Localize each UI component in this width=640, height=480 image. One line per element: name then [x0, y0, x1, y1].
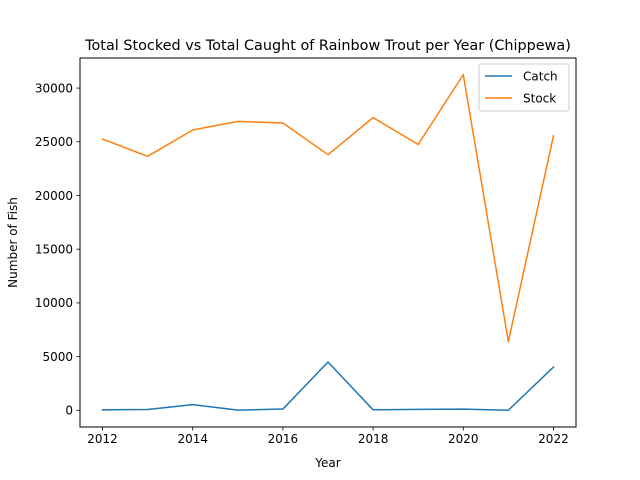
y-tick-label: 5000 — [42, 350, 73, 364]
y-tick-label: 25000 — [35, 135, 73, 149]
x-axis-ticks: 2012 2014 2016 2018 2020 2022 — [87, 427, 569, 446]
y-tick-label: 0 — [65, 404, 73, 418]
plot-area-frame — [79, 57, 577, 428]
legend-label-stock: Stock — [523, 91, 556, 105]
legend: Catch Stock — [478, 63, 570, 112]
y-tick-label: 15000 — [35, 243, 73, 257]
legend-label-catch: Catch — [523, 69, 558, 83]
y-tick-label: 30000 — [35, 81, 73, 95]
chart-title: Total Stocked vs Total Caught of Rainbow… — [84, 38, 571, 54]
y-axis-ticks: 0 5000 10000 15000 20000 25000 30000 — [35, 81, 80, 418]
x-tick-label: 2016 — [268, 432, 299, 446]
series-line-stock — [101, 73, 555, 343]
series-lines — [101, 73, 555, 411]
x-tick-label: 2022 — [538, 432, 569, 446]
x-axis-label: Year — [314, 456, 340, 470]
y-tick-label: 20000 — [35, 189, 73, 203]
y-tick-label: 10000 — [35, 296, 73, 310]
y-axis-label: Number of Fish — [6, 197, 20, 288]
x-tick-label: 2018 — [358, 432, 389, 446]
x-tick-label: 2014 — [177, 432, 208, 446]
series-line-catch — [101, 361, 555, 411]
x-tick-label: 2020 — [448, 432, 479, 446]
x-tick-label: 2012 — [87, 432, 118, 446]
